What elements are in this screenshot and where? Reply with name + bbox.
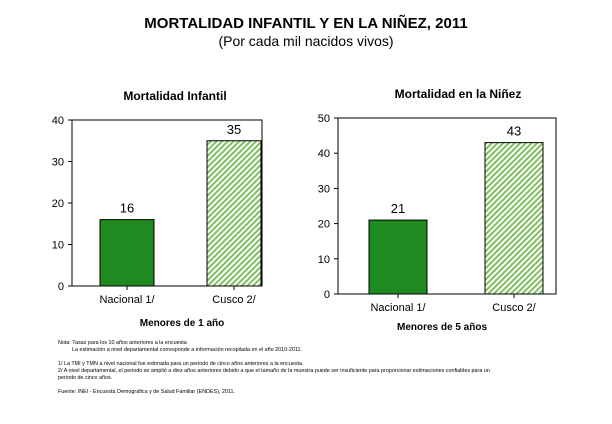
note-line: periodo de cinco años. bbox=[58, 375, 113, 381]
bar-cusco bbox=[206, 140, 262, 287]
note-line: Nota: Tasas para los 10 años anteriores … bbox=[58, 340, 187, 346]
y-tick-label: 0 bbox=[324, 289, 330, 301]
plot-area-frame bbox=[337, 117, 557, 295]
x-axis-title: Menores de 5 años bbox=[397, 322, 487, 333]
charts-canvas: Mortalidad Infantil 0 10 20 30 40 16 Nacional… bbox=[52, 87, 557, 333]
data-label: 35 bbox=[227, 122, 241, 137]
chart-title: Mortalidad en la Niñez bbox=[395, 87, 522, 101]
y-tick-label: 30 bbox=[318, 183, 330, 195]
note-line: 2/ A nivel departamental, el periodo se … bbox=[58, 368, 490, 374]
data-label: 21 bbox=[391, 201, 405, 216]
page-subtitle: (Por cada mil nacidos vivos) bbox=[218, 33, 394, 49]
data-label: 43 bbox=[507, 124, 521, 139]
y-tick-label: 30 bbox=[52, 157, 64, 169]
chart-mortalidad-ninez: Mortalidad en la Niñez 0 10 20 30 40 50 21 Nac… bbox=[318, 87, 557, 333]
bar-nacional bbox=[99, 219, 155, 287]
y-tick-label: 50 bbox=[318, 113, 330, 125]
y-tick-label: 20 bbox=[318, 219, 330, 231]
y-tick-label: 40 bbox=[318, 148, 330, 160]
y-tick-label: 10 bbox=[52, 240, 64, 252]
chart-title: Mortalidad Infantil bbox=[123, 89, 226, 103]
note-line: Fuente: INEI - Encuesta Demográfica y de… bbox=[58, 389, 235, 395]
x-category-label: Cusco 2/ bbox=[492, 302, 536, 314]
x-category-label: Cusco 2/ bbox=[212, 294, 256, 306]
x-axis-title: Menores de 1 año bbox=[140, 318, 224, 329]
note-line: 1/ La TMI y TMN a nivel nacional fue est… bbox=[58, 361, 304, 367]
bar-nacional bbox=[368, 219, 428, 295]
y-tick-label: 40 bbox=[52, 115, 64, 127]
y-tick-label: 20 bbox=[52, 198, 64, 210]
y-tick-label: 0 bbox=[58, 281, 64, 293]
x-category-label: Nacional 1/ bbox=[99, 294, 155, 306]
data-label: 16 bbox=[120, 201, 134, 216]
x-category-label: Nacional 1/ bbox=[370, 302, 426, 314]
bar-cusco bbox=[484, 142, 544, 295]
footnotes: Nota: Tasas para los 10 años anteriores … bbox=[58, 340, 578, 396]
note-line: La estimación a nivel departamental corr… bbox=[72, 347, 303, 353]
y-tick-label: 10 bbox=[318, 254, 330, 266]
chart-mortalidad-infantil: Mortalidad Infantil 0 10 20 30 40 16 Nacional… bbox=[52, 89, 263, 329]
page-title: MORTALIDAD INFANTIL Y EN LA NIÑEZ, 2011 bbox=[144, 15, 468, 32]
